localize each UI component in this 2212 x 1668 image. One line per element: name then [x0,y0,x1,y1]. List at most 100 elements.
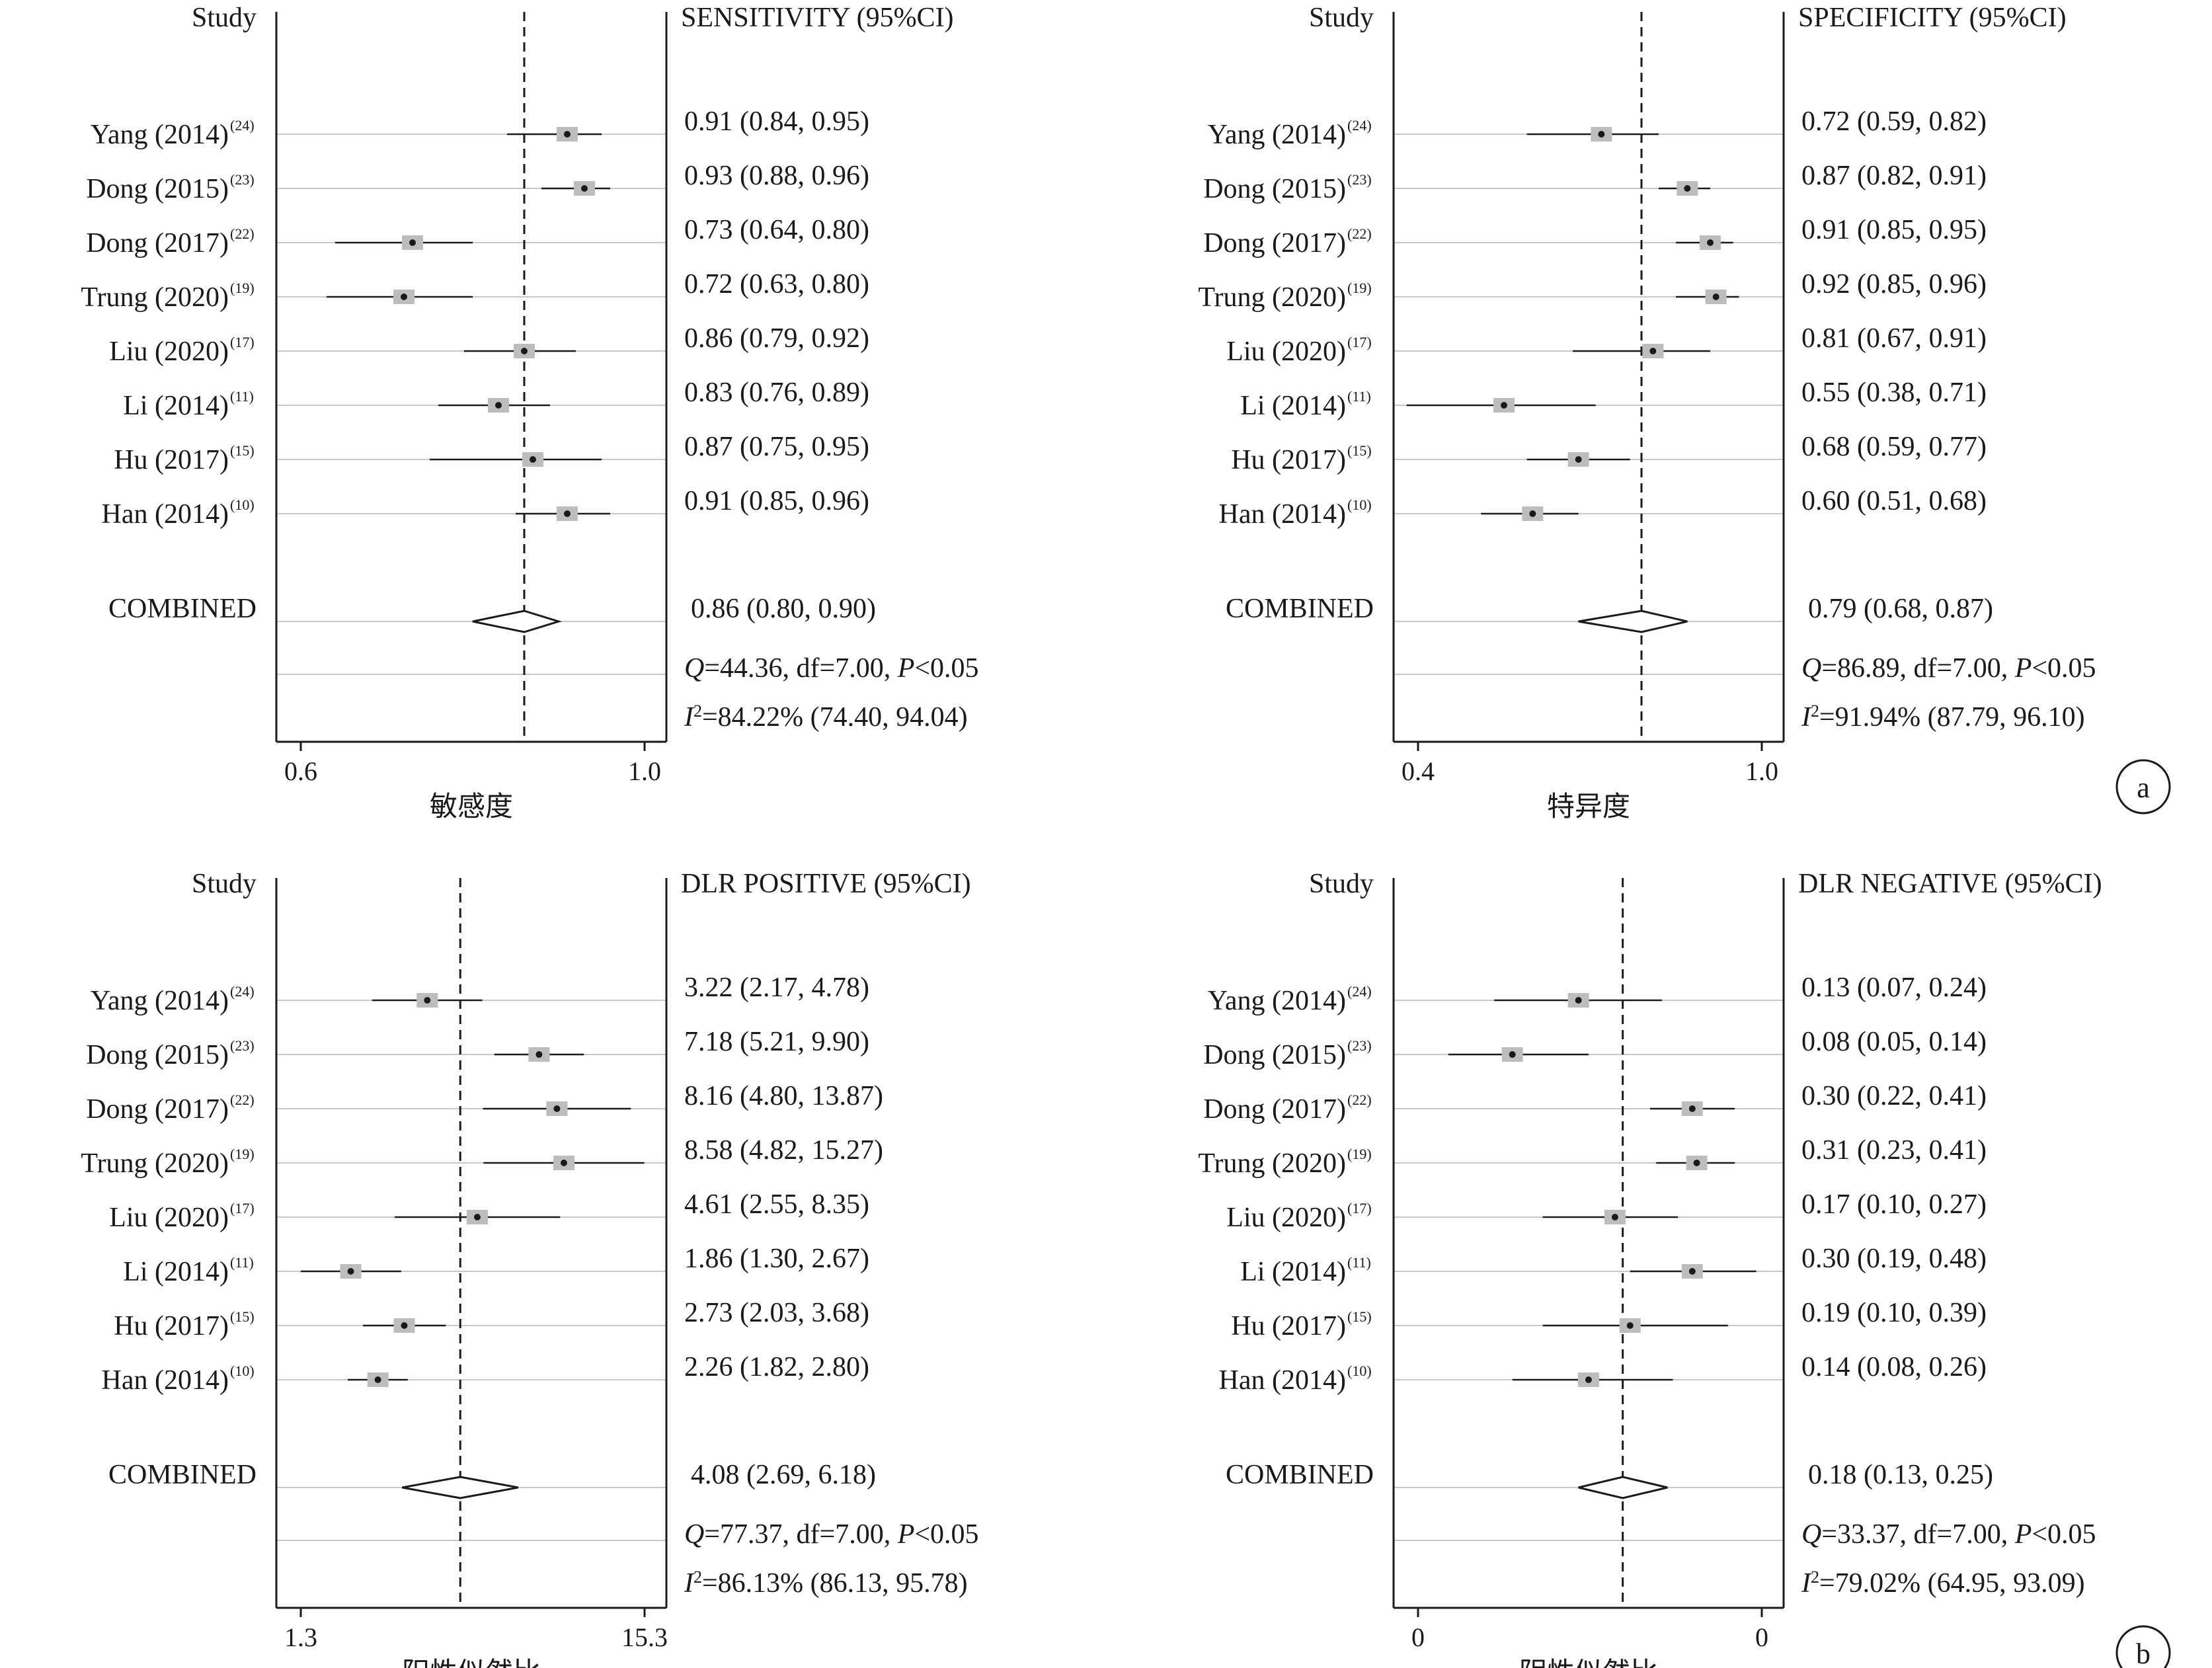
study-estimate-point [1693,1160,1700,1166]
study-label: Dong (2015) [86,1040,229,1070]
study-estimate-point [1688,1268,1696,1275]
study-label: Trung (2020) [1198,1148,1346,1179]
study-column-header: Study [1309,3,1374,33]
study-estimate-point [424,997,431,1004]
study-label: Han (2014) [1219,499,1346,530]
study-estimate-point [553,1105,561,1112]
study-estimate-point [561,1160,568,1166]
study-reference-superscript: (22) [230,225,255,242]
combined-estimate-diamond [1578,610,1688,633]
combined-estimate-value: 0.79 (0.68, 0.87) [1808,594,1993,624]
x-tick-label: 0 [1411,1622,1425,1652]
study-label: Trung (2020) [1198,282,1346,313]
panel-label: a [2137,772,2150,804]
study-estimate-value: 0.87 (0.75, 0.95) [684,432,869,462]
heterogeneity-i2-statistic: I2=84.22% (74.40, 94.04) [684,701,968,733]
panel-label: b [2136,1638,2151,1668]
study-reference-superscript: (24) [230,117,255,134]
study-estimate-point [1712,294,1719,300]
study-reference-superscript: (23) [230,1037,255,1054]
heterogeneity-q-statistic: Q=44.36, df=7.00, P<0.05 [684,653,979,684]
study-reference-superscript: (23) [1347,171,1372,188]
x-tick-label: 0.6 [284,756,317,786]
study-estimate-point [1598,131,1605,138]
study-estimate-point [1509,1051,1516,1058]
study-estimate-point [535,1051,543,1058]
study-estimate-value: 0.91 (0.85, 0.96) [684,486,869,516]
study-estimate-point [374,1376,381,1383]
study-estimate-point [1575,456,1582,463]
study-estimate-value: 0.30 (0.22, 0.41) [1801,1081,1987,1111]
study-estimate-value: 0.86 (0.79, 0.92) [684,323,869,354]
panel-label-badge [2115,759,2171,814]
study-estimate-value: 1.86 (1.30, 2.67) [684,1244,869,1274]
heterogeneity-q-statistic: Q=33.37, df=7.00, P<0.05 [1801,1519,2096,1550]
combined-label: COMBINED [108,594,257,624]
forest-panel-4: Study DLR NEGATIVE (95%CI) 0 0 阴性似然比 Yang (20… [1198,869,2171,1668]
study-estimate-value: 2.73 (2.03, 3.68) [684,1298,869,1328]
study-estimate-value: 3.22 (2.17, 4.78) [684,973,869,1003]
x-tick-label: 0 [1755,1622,1768,1652]
combined-estimate-value: 0.18 (0.13, 0.25) [1808,1460,1993,1490]
study-reference-superscript: (15) [230,1308,255,1325]
estimate-column-header: DLR POSITIVE (95%CI) [681,869,971,899]
study-label: Dong (2017) [86,1094,229,1125]
study-estimate-value: 0.17 (0.10, 0.27) [1801,1189,1987,1220]
study-reference-superscript: (10) [1347,1363,1372,1379]
panel-label-badge [2115,1625,2171,1668]
study-reference-superscript: (22) [1347,225,1372,242]
study-estimate-point [409,239,416,246]
study-label: Yang (2014) [91,986,229,1016]
study-estimate-value: 0.91 (0.85, 0.95) [1801,215,1987,245]
study-estimate-value: 0.60 (0.51, 0.68) [1801,486,1987,516]
x-axis-title: 特异度 [1547,790,1630,822]
study-reference-superscript: (17) [230,1200,255,1216]
estimate-column-header: DLR NEGATIVE (95%CI) [1798,869,2102,899]
study-estimate-point [401,294,407,300]
study-estimate-point [473,1214,481,1220]
study-label: Dong (2015) [1203,174,1346,204]
combined-label: COMBINED [1226,1460,1374,1490]
study-label: Han (2014) [1219,1365,1346,1396]
study-label: Li (2014) [1240,391,1346,421]
x-axis-title: 敏感度 [430,790,513,822]
study-column-header: Study [192,3,257,33]
combined-estimate-value: 4.08 (2.69, 6.18) [691,1460,876,1490]
estimate-column-header: SPECIFICITY (95%CI) [1798,3,2067,33]
heterogeneity-q-statistic: Q=86.89, df=7.00, P<0.05 [1801,653,2096,684]
study-label: Dong (2015) [86,174,229,204]
combined-estimate-value: 0.86 (0.80, 0.90) [691,594,876,624]
forest-panel-1: Study SENSITIVITY (95%CI) 0.6 1.0 敏感度 Yang (2… [81,3,978,822]
study-reference-superscript: (24) [1347,117,1372,134]
study-estimate-value: 0.91 (0.84, 0.95) [684,106,869,137]
study-estimate-point [1501,402,1507,409]
x-tick-label: 15.3 [621,1622,668,1652]
study-label: Hu (2017) [114,1311,229,1341]
study-estimate-value: 0.81 (0.67, 0.91) [1801,323,1987,354]
combined-estimate-diamond [1578,1476,1668,1499]
study-estimate-point [1585,1376,1592,1383]
study-estimate-value: 8.58 (4.82, 15.27) [684,1135,883,1166]
study-reference-superscript: (11) [1347,388,1371,405]
x-tick-label: 1.0 [628,756,661,786]
study-estimate-value: 0.30 (0.19, 0.48) [1801,1244,1987,1274]
study-label: Trung (2020) [81,282,229,313]
study-estimate-value: 0.72 (0.59, 0.82) [1801,106,1987,137]
study-estimate-value: 0.73 (0.64, 0.80) [684,215,869,245]
study-estimate-point [1575,997,1582,1004]
study-estimate-point [1649,348,1657,354]
study-label: Hu (2017) [1231,445,1346,475]
study-reference-superscript: (19) [230,1146,255,1162]
study-estimate-point [1684,185,1691,192]
study-estimate-value: 0.68 (0.59, 0.77) [1801,432,1987,462]
study-label: Dong (2017) [1203,228,1346,258]
study-estimate-value: 0.19 (0.10, 0.39) [1801,1298,1987,1328]
study-reference-superscript: (17) [230,334,255,350]
study-reference-superscript: (24) [230,983,255,1000]
study-estimate-point [401,1322,408,1329]
study-label: Dong (2017) [1203,1094,1346,1125]
study-estimate-value: 8.16 (4.80, 13.87) [684,1081,883,1111]
combined-label: COMBINED [108,1460,257,1490]
study-reference-superscript: (17) [1347,334,1372,350]
study-column-header: Study [192,869,257,899]
